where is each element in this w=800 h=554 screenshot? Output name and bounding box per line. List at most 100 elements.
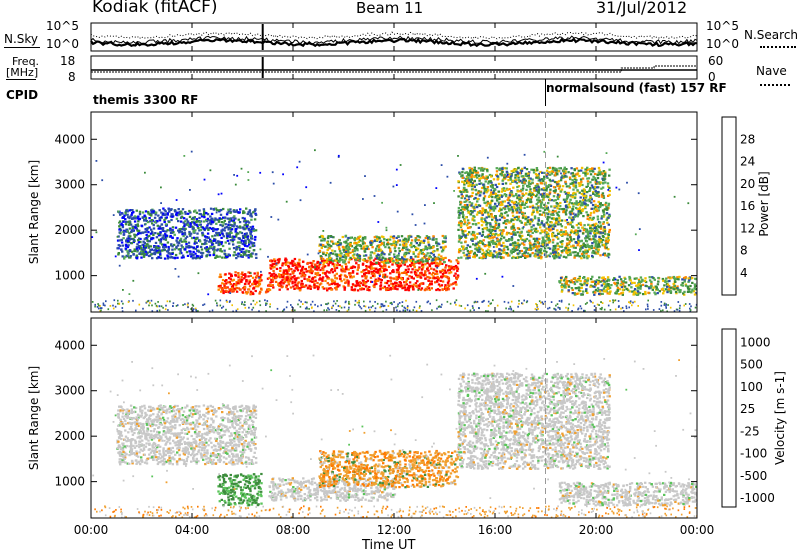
echo-cell bbox=[514, 233, 517, 236]
echo-cell bbox=[390, 259, 394, 262]
echo-cell bbox=[440, 250, 444, 253]
echo-cell bbox=[477, 250, 480, 253]
echo-cell bbox=[399, 281, 402, 284]
echo-cell bbox=[469, 213, 473, 216]
echo-cell bbox=[494, 196, 497, 199]
echo-cell bbox=[502, 256, 505, 259]
echo-cell bbox=[367, 272, 371, 275]
echo-cell bbox=[425, 235, 429, 238]
echo-cell bbox=[543, 203, 547, 206]
echo-cell bbox=[258, 284, 261, 287]
echo-cell bbox=[514, 168, 517, 171]
echo-cell bbox=[472, 253, 476, 256]
echo-cell bbox=[554, 189, 557, 192]
echo-cell bbox=[463, 219, 466, 222]
echo-cell bbox=[501, 182, 504, 185]
echo-cell bbox=[458, 234, 461, 237]
echo-cell bbox=[556, 184, 560, 188]
echo-cell bbox=[316, 260, 319, 263]
echo-cell bbox=[362, 288, 366, 291]
echo-cell bbox=[375, 235, 378, 238]
echo-cell bbox=[489, 208, 492, 211]
echo-cell bbox=[486, 186, 489, 189]
echo-cell bbox=[334, 277, 337, 280]
echo-cell bbox=[455, 259, 458, 262]
echo-cell bbox=[272, 265, 276, 269]
echo-cell bbox=[343, 240, 346, 244]
echo-cell bbox=[190, 217, 194, 221]
echo-cell bbox=[463, 186, 466, 190]
echo-cell bbox=[590, 184, 594, 187]
echo-cell bbox=[533, 217, 537, 220]
echo-cell bbox=[355, 280, 359, 283]
echo-cell bbox=[480, 218, 483, 221]
echo-cell bbox=[124, 247, 127, 250]
echo-cell bbox=[388, 247, 392, 250]
echo-cell bbox=[568, 176, 572, 179]
echo-cell bbox=[459, 225, 463, 229]
echo-cell bbox=[160, 216, 163, 219]
echo-cell bbox=[464, 178, 468, 181]
echo-cell bbox=[576, 203, 580, 206]
echo-cell bbox=[536, 201, 540, 204]
echo-cell bbox=[603, 246, 607, 249]
echo-cell bbox=[166, 257, 170, 260]
echo-cell bbox=[187, 245, 190, 248]
echo-cell bbox=[195, 241, 198, 244]
echo-cell bbox=[314, 279, 317, 282]
echo-cell bbox=[517, 202, 520, 205]
echo-cell bbox=[502, 251, 505, 254]
echo-cell bbox=[537, 217, 540, 220]
echo-cell bbox=[141, 231, 144, 234]
echo-cell bbox=[135, 209, 138, 212]
echo-cell bbox=[602, 243, 605, 246]
echo-cell bbox=[607, 239, 610, 242]
echo-cell bbox=[488, 252, 492, 255]
echo-cell bbox=[397, 247, 401, 250]
echo-cell bbox=[463, 254, 466, 257]
echo-cell bbox=[209, 238, 212, 241]
echo-cell bbox=[565, 200, 569, 203]
echo-cell bbox=[457, 180, 460, 183]
echo-cell bbox=[542, 224, 545, 227]
echo-cell bbox=[375, 261, 378, 264]
echo-cell bbox=[407, 268, 410, 271]
echo-cell bbox=[403, 271, 406, 274]
echo-cell bbox=[203, 239, 206, 242]
echo-cell bbox=[388, 238, 392, 241]
echo-cell bbox=[462, 251, 465, 254]
echo-cell bbox=[352, 256, 356, 259]
echo-cell bbox=[370, 265, 373, 268]
echo-cell bbox=[537, 248, 540, 251]
echo-cell bbox=[519, 250, 522, 253]
echo-cell bbox=[166, 212, 169, 215]
echo-cell bbox=[422, 253, 426, 256]
echo-cell bbox=[585, 230, 588, 233]
echo-cell bbox=[513, 207, 516, 210]
echo-cell bbox=[200, 226, 203, 229]
echo-cell bbox=[357, 266, 360, 269]
echo-cell bbox=[576, 215, 579, 218]
echo-cell bbox=[546, 227, 549, 230]
echo-cell bbox=[319, 261, 322, 264]
echo-cell bbox=[361, 242, 365, 245]
echo-cell bbox=[409, 244, 412, 247]
echo-cell bbox=[515, 204, 519, 207]
echo-cell bbox=[327, 256, 331, 259]
echo-cell bbox=[433, 272, 437, 275]
echo-cell bbox=[592, 191, 595, 194]
echo-cell bbox=[523, 238, 526, 241]
echo-cell bbox=[224, 287, 227, 290]
echo-cell bbox=[596, 204, 599, 208]
echo-cell bbox=[522, 178, 525, 181]
echo-cell bbox=[568, 216, 571, 219]
echo-cell bbox=[329, 252, 332, 255]
echo-cell bbox=[331, 280, 334, 283]
echo-cell bbox=[407, 249, 411, 252]
echo-cell bbox=[428, 284, 431, 287]
echo-cell bbox=[536, 250, 539, 253]
echo-cell bbox=[493, 187, 496, 191]
echo-cell bbox=[294, 278, 297, 281]
echo-cell bbox=[558, 207, 561, 211]
echo-cell bbox=[537, 176, 540, 179]
